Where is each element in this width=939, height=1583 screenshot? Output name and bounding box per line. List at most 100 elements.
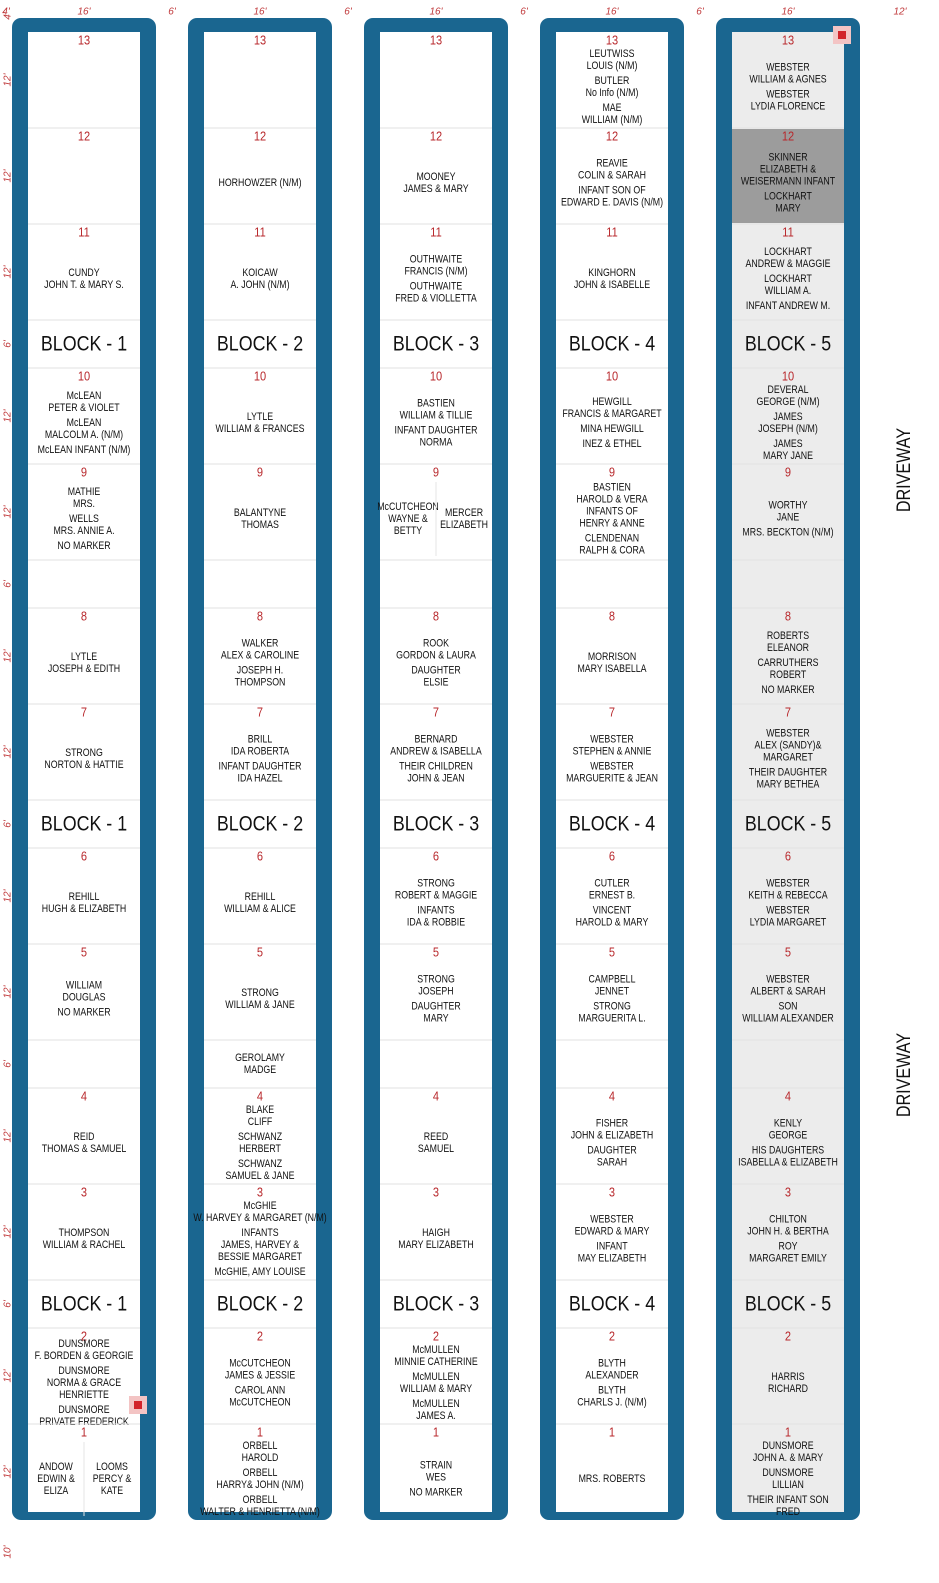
plot-name: INEZ & ETHEL: [582, 438, 642, 450]
block-label: BLOCK - 2: [217, 812, 303, 836]
plot-number: 7: [81, 705, 87, 720]
block-label: BLOCK - 4: [569, 1292, 655, 1316]
plot-name: STRONG: [241, 987, 279, 999]
top-dimension: 6': [344, 7, 353, 18]
plot-name: FRANCIS (N/M): [404, 266, 467, 278]
plot-name: OUTHWAITE: [410, 281, 463, 293]
plot-name: JOHN & ELIZABETH: [571, 1130, 654, 1142]
plot-number: 5: [81, 945, 87, 960]
plot-name: STEPHEN & ANNIE: [573, 746, 652, 758]
plot-name: CHILTON: [769, 1214, 807, 1226]
plot-name: ORBELL: [243, 1467, 278, 1479]
plot-name: CUNDY: [68, 267, 100, 279]
plot-name: JAMES, HARVEY &: [221, 1239, 300, 1251]
plot-number: 11: [430, 225, 442, 240]
plot-number: 3: [609, 1185, 615, 1200]
block-label: BLOCK - 3: [393, 812, 479, 836]
plot-name: OUTHWAITE: [410, 254, 463, 266]
block-label: BLOCK - 5: [745, 332, 831, 356]
plot-name: WILLIAM: [66, 980, 102, 992]
plot-name: ELEANOR: [767, 642, 809, 654]
plot-name: BALANTYNE: [234, 507, 287, 519]
block-label: BLOCK - 3: [393, 332, 479, 356]
plot-name: BERNARD: [415, 734, 458, 746]
left-dimension: 4': [3, 11, 14, 20]
plot-name: CAMPBELL: [589, 974, 636, 986]
plot-name: LYTLE: [247, 411, 274, 423]
plot-number: 2: [257, 1329, 263, 1344]
plot-name: JENNET: [595, 986, 629, 998]
column-inner: [556, 32, 668, 1512]
plot-name: CARRUTHERS: [757, 657, 818, 669]
plot-name: GEORGE: [769, 1130, 808, 1142]
plot-name: WILLIAM A.: [765, 285, 811, 297]
top-dimension: 6': [520, 7, 529, 18]
plot-number: 5: [433, 945, 439, 960]
plot-number: 3: [81, 1185, 87, 1200]
plot-name: DUNSMORE: [58, 1365, 110, 1377]
plot-name: STRONG: [417, 974, 455, 986]
plot-name: WEBSTER: [590, 1214, 633, 1226]
plot-number: 12: [254, 129, 267, 144]
plot-name: MRS. ROBERTS: [579, 1473, 646, 1485]
plot-name: LYDIA FLORENCE: [751, 101, 826, 113]
plot-name: ROBERT: [770, 669, 806, 681]
plot-name: JAMES: [773, 411, 803, 423]
plot-name: JOHN A. & MARY: [753, 1452, 824, 1464]
plot-name: SAMUEL & JANE: [225, 1170, 294, 1182]
plot-name: ANDREW & MAGGIE: [745, 258, 830, 270]
plot-name: ROBERTS: [767, 630, 810, 642]
plot-name: MALCOLM A. (N/M): [45, 429, 123, 441]
plot-name: WALTER & HENRIETTA (N/M): [200, 1506, 320, 1518]
plot-name: JAMES: [773, 438, 803, 450]
plot-name: THOMPSON: [59, 1227, 110, 1239]
plot-number: 8: [785, 609, 791, 624]
plot-name: WILLIAM & FRANCES: [216, 423, 305, 435]
plot-name: WORTHY: [769, 500, 808, 512]
plot-name: JOSEPH H.: [237, 665, 283, 677]
plot-name: DUNSMORE: [58, 1338, 110, 1350]
plot-name: PRIVATE FREDERICK: [39, 1416, 129, 1428]
plot-number: 9: [433, 465, 439, 480]
plot-name: LOOMS: [96, 1461, 128, 1473]
plot-name: JOSEPH: [418, 986, 453, 998]
plot-number: 10: [606, 369, 619, 384]
plot-name: LYDIA MARGARET: [750, 917, 827, 929]
plot-name: MOONEY: [416, 171, 455, 183]
plot-name: VINCENT: [593, 905, 632, 917]
plot-name: WEBSTER: [766, 878, 809, 890]
block-label: BLOCK - 1: [41, 1292, 127, 1316]
plot-name: GORDON & LAURA: [396, 650, 476, 662]
plot-name: JOHN & JEAN: [407, 773, 464, 785]
plot-name: MARGUERITA L.: [578, 1013, 645, 1025]
plot-name: WES: [426, 1472, 446, 1484]
plot-name: A. JOHN (N/M): [230, 279, 289, 291]
left-dimension: 12': [3, 1224, 14, 1238]
plot-name: WILLIAM & ALICE: [224, 903, 296, 915]
plot-number: 6: [785, 849, 791, 864]
plot-name: ROBERT & MAGGIE: [395, 890, 478, 902]
block-label: BLOCK - 2: [217, 332, 303, 356]
plot-name: CAROL ANN: [235, 1385, 285, 1397]
plot-name: BUTLER: [595, 75, 630, 87]
plot-name: McLEAN INFANT (N/M): [38, 444, 131, 456]
plot-name: McGHIE: [243, 1200, 277, 1212]
left-dimension: 12': [3, 408, 14, 422]
plot-name: INFANT: [596, 1241, 627, 1253]
plot-number: 7: [785, 705, 791, 720]
left-dimension: 12': [3, 264, 14, 278]
plot-name: JAMES & MARY: [403, 183, 469, 195]
plot-number: 2: [433, 1329, 439, 1344]
plot-name: ELIZABETH: [440, 519, 488, 531]
plot-name: HAROLD & VERA: [576, 494, 648, 506]
plot-name: JANE: [777, 512, 800, 524]
plot-name: ANDREW & ISABELLA: [390, 746, 482, 758]
left-dimension: 12': [3, 744, 14, 758]
plot-name: KINGHORN: [588, 267, 635, 279]
plot-name: MORRISON: [588, 651, 636, 663]
markers: [129, 26, 851, 1414]
plot-name: ALEX (SANDY)&: [755, 740, 822, 752]
plot-name: STRAIN: [420, 1460, 452, 1472]
plot-number: 11: [782, 225, 794, 240]
plot-name: ORBELL: [243, 1440, 278, 1452]
